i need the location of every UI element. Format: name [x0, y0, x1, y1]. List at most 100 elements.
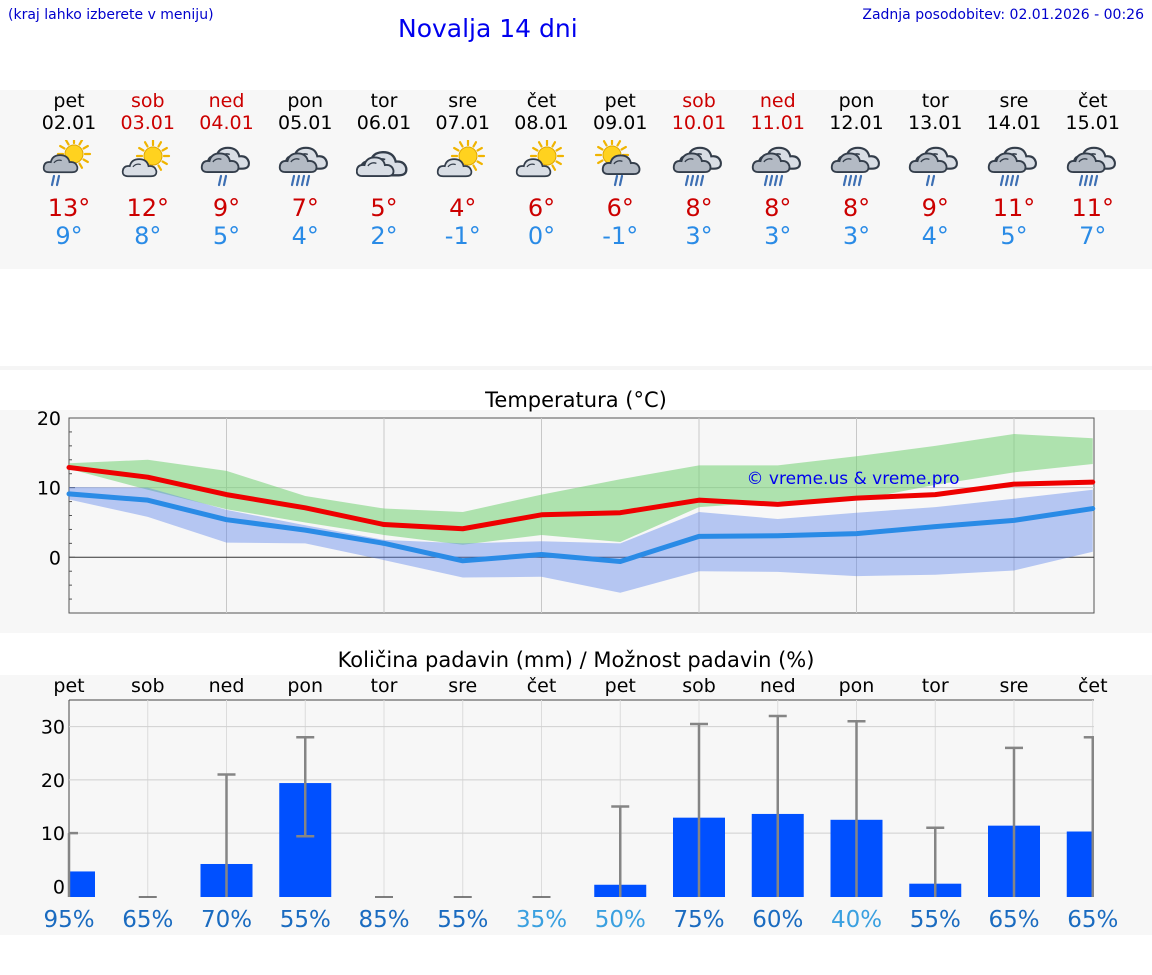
x-category-label: čet [527, 675, 557, 697]
min-temperature: 2° [370, 222, 398, 250]
min-temperature-line [66, 491, 1096, 564]
day-column: pet 09.01 6° -1° [581, 90, 660, 250]
cloudy-icon [356, 151, 408, 178]
day-column: tor 13.01 9° 4° [896, 90, 975, 250]
min-temperature: -1° [444, 222, 481, 250]
max-temperature: 9° [212, 194, 241, 222]
sun-cloud-icon [515, 140, 564, 178]
day-date: 10.01 [671, 112, 727, 134]
day-column: pon 05.01 7° 4° [266, 90, 345, 250]
day-name: sob [682, 90, 716, 112]
x-category-label: pon [839, 675, 875, 697]
precipitation-chart: 30 20 10 0 pet sob ned pon tor sre čet pet sob ned pon… [41, 675, 1119, 933]
max-temperature: 8° [685, 194, 713, 222]
x-category-label: pet [53, 675, 84, 697]
x-category-label: sre [448, 675, 477, 697]
max-temperature: 12° [126, 194, 170, 222]
min-temperature: 5° [1000, 222, 1028, 250]
y-tick-label: 20 [37, 408, 61, 430]
day-date: 03.01 [120, 112, 175, 134]
cloud-rain-icon [987, 146, 1037, 187]
min-temperature: 3° [842, 222, 871, 250]
day-date: 08.01 [514, 112, 569, 134]
cloud-rain-icon [830, 146, 880, 187]
day-name: sob [130, 90, 165, 112]
sun-cloud-light-rain-icon [42, 140, 92, 187]
temperature-chart: 20 10 0 © vreme.us & vreme.pro [37, 408, 1096, 614]
y-tick-label: 0 [53, 876, 65, 898]
precipitation-probability: 65% [988, 907, 1039, 933]
day-column: tor 06.01 5° 2° [345, 90, 424, 250]
precipitation-probability: 75% [673, 907, 724, 933]
day-column: sre 07.01 4° -1° [423, 90, 502, 250]
precipitation-probability: 35% [516, 907, 567, 933]
min-temperature: 0° [527, 222, 556, 250]
max-temperature: 8° [842, 194, 871, 222]
max-temperature: 6° [527, 194, 556, 222]
x-category-label: pet [605, 675, 636, 697]
max-temperature: 11° [992, 194, 1036, 222]
location-hint: (kraj lahko izberete v meniju) [8, 7, 214, 23]
min-temperature: 7° [1079, 222, 1107, 250]
min-temperature: 3° [685, 222, 713, 250]
x-category-label: sob [682, 675, 716, 697]
precipitation-probability: 60% [752, 907, 803, 933]
day-date: 14.01 [986, 112, 1042, 134]
x-category-label: ned [760, 675, 796, 697]
cloud-light-rain-icon [909, 146, 959, 187]
x-category-label: čet [1078, 675, 1108, 697]
precipitation-probability: 85% [358, 907, 409, 933]
day-name: pon [838, 90, 875, 112]
day-date: 07.01 [435, 112, 490, 134]
day-name: ned [208, 90, 245, 112]
temperature-chart-title: Temperatura (°C) [485, 388, 667, 412]
day-name: čet [1077, 90, 1108, 112]
x-category-label: sre [1000, 675, 1029, 697]
min-temperature: 9° [55, 222, 83, 250]
min-temperature: 8° [134, 222, 162, 250]
precipitation-chart-title: Količina padavin (mm) / Možnost padavin … [337, 648, 815, 672]
daily-forecast-panel: pet 02.01 13° 9° sob 03.01 12° 8° ned 04.01 9° 5° po… [0, 90, 1152, 269]
day-date: 06.01 [356, 112, 412, 134]
day-column: sob 10.01 8° 3° [660, 90, 739, 250]
page-title: Novalja 14 dni [398, 14, 578, 43]
day-name: pet [604, 90, 636, 112]
day-column: pet 02.01 13° 9° [30, 90, 109, 250]
min-temperature: 4° [291, 222, 319, 250]
max-temperature-band [69, 434, 1093, 545]
day-date: 04.01 [199, 112, 254, 134]
day-name: ned [759, 90, 796, 112]
precipitation-probability: 40% [831, 907, 882, 933]
day-column: ned 11.01 8° 3° [738, 90, 817, 250]
day-name: pet [53, 90, 85, 112]
cloud-rain-icon [1066, 146, 1116, 187]
precipitation-probability: 65% [1067, 907, 1118, 933]
min-temperature: -1° [602, 222, 639, 250]
y-tick-label: 10 [41, 823, 65, 845]
min-temperature: 3° [764, 222, 792, 250]
x-category-label: pon [287, 675, 323, 697]
cloud-rain-icon [751, 146, 801, 187]
max-temperature: 7° [291, 194, 319, 222]
cloud-rain-icon [279, 146, 329, 187]
day-column: sre 14.01 11° 5° [975, 90, 1054, 250]
day-date: 05.01 [278, 112, 333, 134]
day-date: 09.01 [593, 112, 648, 134]
max-temperature: 6° [606, 194, 634, 222]
min-temperature-band [69, 486, 1093, 593]
day-date: 12.01 [829, 112, 884, 134]
day-name: čet [526, 90, 557, 112]
x-category-label: sob [131, 675, 165, 697]
day-name: tor [370, 90, 398, 112]
precipitation-bar [69, 871, 95, 897]
max-temperature: 9° [921, 194, 949, 222]
day-date: 15.01 [1065, 112, 1120, 134]
day-column: čet 15.01 11° 7° [1053, 90, 1132, 250]
precipitation-bar [1066, 831, 1094, 897]
day-name: sre [999, 90, 1029, 112]
x-category-label: ned [209, 675, 245, 697]
y-tick-label: 20 [41, 770, 65, 792]
watermark: © vreme.us & vreme.pro [746, 469, 959, 489]
precipitation-probability: 70% [201, 907, 252, 933]
divider [0, 366, 1152, 370]
